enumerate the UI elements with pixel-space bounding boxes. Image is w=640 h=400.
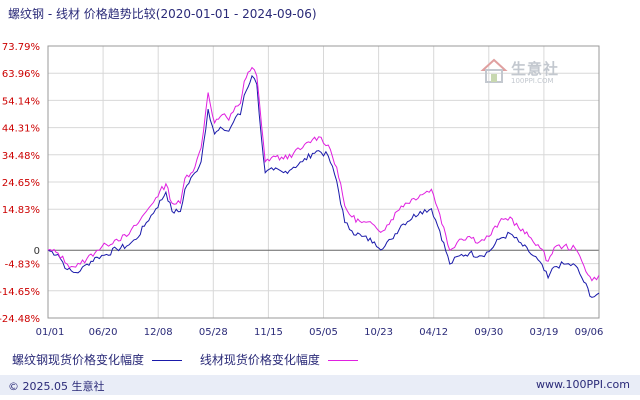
y-tick-label: 63.96% bbox=[2, 69, 40, 80]
watermark-logo: 生意社 100PPI.COM bbox=[480, 56, 580, 90]
y-tick-label: 14.83% bbox=[2, 205, 40, 216]
x-tick-label: 01/01 bbox=[36, 327, 65, 338]
series-line-rebar bbox=[47, 74, 600, 298]
footer-copyright: © 2025.05 生意社 bbox=[8, 380, 105, 393]
house-logo-icon bbox=[480, 58, 508, 83]
x-tick-label: 06/20 bbox=[89, 327, 118, 338]
y-tick-label: -4.83% bbox=[5, 260, 40, 271]
series-line-wire-rod bbox=[47, 66, 600, 282]
y-tick-label: -24.48% bbox=[0, 314, 40, 325]
chart-title: 螺纹钢 - 线材 价格趋势比较(2020-01-01 - 2024-09-06) bbox=[8, 7, 317, 21]
watermark-site: 100PPI.COM bbox=[511, 77, 554, 85]
legend-swatch-wire-rod bbox=[327, 360, 358, 361]
x-tick-label: 09/06 bbox=[575, 327, 604, 338]
legend-label-wire-rod: 线材现货价格变化幅度 bbox=[199, 353, 320, 367]
x-tick-label: 10/23 bbox=[364, 327, 393, 338]
legend-label-rebar: 螺纹钢现货价格变化幅度 bbox=[12, 353, 145, 367]
x-tick-label: 09/30 bbox=[474, 327, 503, 338]
x-tick-label: 12/08 bbox=[144, 327, 173, 338]
x-tick-label: 03/19 bbox=[529, 327, 558, 338]
y-tick-labels: 73.79% 63.96% 54.14% 44.31% 34.48% 24.65% 14.8… bbox=[0, 42, 40, 325]
plot-frame bbox=[47, 45, 600, 319]
y-tick-label: 0 bbox=[34, 246, 40, 257]
series-layer bbox=[47, 66, 600, 298]
legend-swatch-rebar bbox=[152, 360, 183, 361]
y-tick-label: 24.65% bbox=[2, 178, 40, 189]
x-tick-labels: 01/01 06/20 12/08 05/28 11/15 05/05 10/23 04/12… bbox=[36, 327, 604, 338]
y-tick-label: 54.14% bbox=[2, 96, 40, 107]
y-tick-label: 34.48% bbox=[2, 151, 40, 162]
legend: 螺纹钢现货价格变化幅度 线材现货价格变化幅度 bbox=[12, 351, 372, 368]
x-tick-label: 05/28 bbox=[199, 327, 228, 338]
x-tick-label: 05/05 bbox=[309, 327, 338, 338]
y-tick-label: 73.79% bbox=[2, 42, 40, 53]
x-tick-label: 11/15 bbox=[254, 327, 283, 338]
y-tick-label: -14.65% bbox=[0, 287, 40, 298]
footer-bar: © 2025.05 生意社 www.100PPI.com bbox=[0, 375, 640, 395]
legend-item-rebar: 螺纹钢现货价格变化幅度 bbox=[12, 351, 183, 368]
legend-item-wire-rod: 线材现货价格变化幅度 bbox=[200, 351, 358, 368]
watermark-brand: 生意社 bbox=[511, 60, 560, 78]
y-tick-label: 44.31% bbox=[2, 124, 40, 135]
x-tick-label: 04/12 bbox=[419, 327, 448, 338]
footer-site-link[interactable]: www.100PPI.com bbox=[536, 378, 630, 391]
